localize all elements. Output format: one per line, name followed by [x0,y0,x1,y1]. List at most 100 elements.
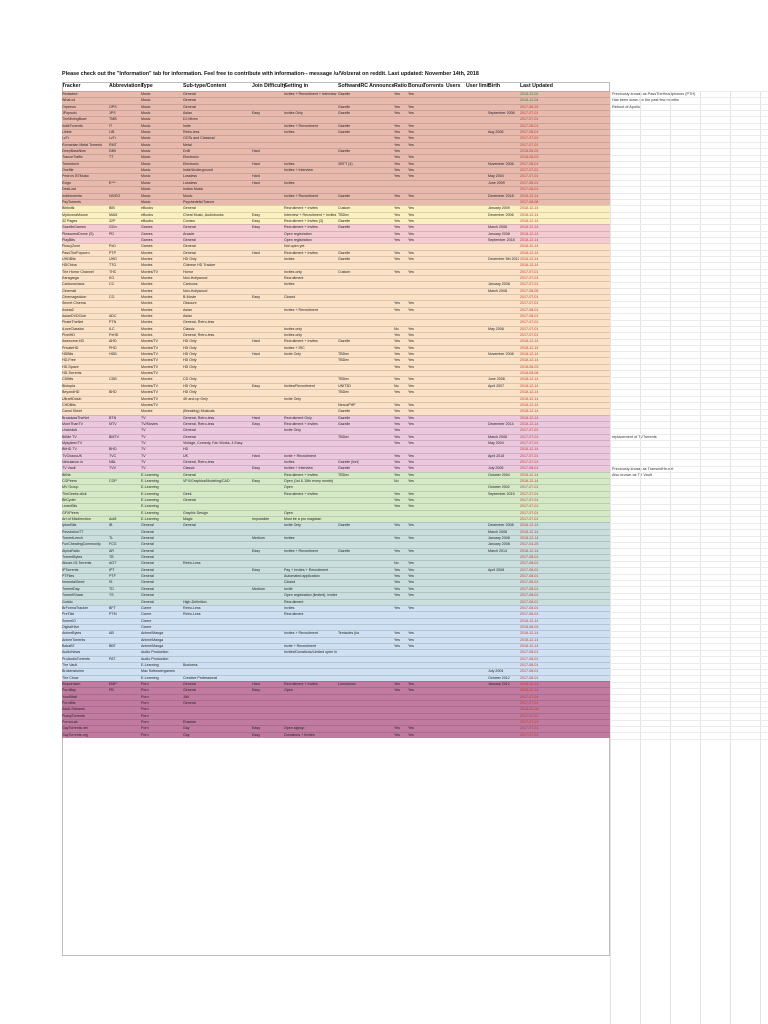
table-row[interactable]: DigitalHive Cizere 2018-08-03 [62,623,610,631]
table-row[interactable]: HDBits HDB Movies/TV HD Only Hard Invite Only… [62,351,610,358]
table-row[interactable]: Gutido General High-Definition Recruitment 2… [62,598,610,605]
table-row[interactable]: AnimeBytes AB Anime/Manga Invites + Recruit… [62,630,610,637]
table-row[interactable]: UHDBits UHD Movies HD Only Invites Gazelle Yes… [62,255,610,263]
table-row[interactable]: Exigo E*** Music Lossless Hard Invites June 20… [62,179,610,187]
table-row[interactable]: HDChina TTG Movies Chinese HD Tracker 2018-1… [62,262,610,269]
table-row[interactable]: The Horror Channel THC Movies/TV Horror Invi… [62,268,610,275]
table-row[interactable]: Romanian Metal Torrents RMT Music Metal Yes Y… [62,141,610,149]
table-row[interactable]: Libble LIB Music Retro-less Invites Gazelle Ye… [62,129,610,136]
table-row[interactable]: ProAudioTorrents PAT Audio Production 2017-… [62,655,610,662]
table-row[interactable]: YourBitsIt Porn JAV 2017-07-01 [62,693,610,700]
table-row[interactable]: Secret Cinema Movies Obscure Yes Yes 2017-07-… [62,300,610,307]
table-row[interactable]: LearnBits E-Learning Yes Yes 2017-07-01 [62,503,610,510]
table-row[interactable]: Redacted Music General Invites + Recruitmen… [62,91,610,98]
table-row[interactable]: PirateTheNet PTN Movies General, Retro-less… [62,319,610,326]
table-row[interactable]: AlphaRatio AR General Easy Invites + Recruit… [62,547,610,555]
table-row[interactable]: Abuse-Of-Torrents AOT General Retro-Less No Y… [62,560,610,567]
table-row[interactable]: IndieTorrents IT Music Indie Invites + Recru… [62,122,610,130]
table-row[interactable]: BitHD TV BHD TV HD 2018-12-14 [62,446,610,453]
table-row[interactable]: PornBay PB Porn General Easy Open Yes Yes 2018-1… [62,687,610,694]
table-row[interactable]: IptorrBits IB General General Invite Only Gaz… [62,522,610,529]
table-row[interactable]: BroadcasTheNet BTN TV General, Retro-less Ha… [62,414,610,421]
table-row[interactable]: MyspleenTV TV Vintage, Comedy, Fan Works, … [62,439,610,447]
table-row[interactable]: GayTorrents.net Porn Gay Easy Open signup Yes… [62,725,610,732]
table-row[interactable]: 32 Pages 32P eBooks Comics Easy Recruitment +… [62,217,610,225]
table-row[interactable]: PreTitle PTM Cizere Retro-Less Recruitment 20… [62,611,610,618]
table-row[interactable]: IPTorrents IPT General Easy Pay + Invites + … [62,566,610,574]
table-row[interactable]: PTFiles PTF General Automated application Ye… [62,573,610,580]
table-row[interactable]: TheMixingBowl TMB Music DJ Mixes 2017-07-01 [62,116,610,123]
table-row[interactable]: MV Group E-Learning Open October 2002 2017-0… [62,484,610,491]
table-row[interactable]: iLoveClassics ILC Movies Classic Invites onl… [62,325,610,333]
table-row[interactable]: HD-Torrents Movies/TV 2018-08-08 [62,370,610,377]
table-row[interactable]: TV Vault TVV TV Classic Easy Invites + Interv… [62,465,610,472]
table-row[interactable]: RevolutionTT General March 2008 2018-12-14 [62,528,610,536]
table-row[interactable]: Cinemalt Movies Non-Hollywood March 2008 201… [62,287,610,294]
table-row[interactable]: Pedro's BTMusic Music Lossless Hard Yes Yes Ma… [62,173,610,180]
table-row[interactable]: BitMe TV BMTV TV General TBDev Yes Yes March 20… [62,433,610,440]
table-row[interactable]: PiracyZone PxD Games General Not open yet 201… [62,243,610,250]
table-row[interactable]: PleasuredDome (S) PD Games Arcade Open regis… [62,230,610,237]
table-row[interactable]: PixelHD PxHD Movies General, Retro-less Invi… [62,332,610,339]
table-row[interactable]: Torrentech Music Electronic Hard Invites XBTT… [62,160,610,168]
table-row[interactable]: PussyTorrents Porn 2017-07-01 [62,712,610,720]
table-row[interactable]: Empornium EMP Porn General Hard Recruitment +… [62,680,610,688]
table-row[interactable]: Art of Misdirection AoM E-Learning Magic Imp… [62,516,610,523]
table-row[interactable]: MoreThanTV MTV TV/Movies General, Retro-les… [62,420,610,428]
table-row[interactable]: Orpheus OPS Music General Gazelle Yes Yes 2017-… [62,103,610,111]
table-row[interactable]: Adult-Streams Porn 2018-05-28 [62,706,610,713]
table-row[interactable]: Karagarga KG Movies Non-Hollywood Recruitmen… [62,274,610,282]
table-row[interactable]: ImmortalSeed IS General Closed Yes Yes 2017-08… [62,579,610,586]
table-row[interactable]: HD-Free Movies/TV HD Only TBDev Yes Yes 2018-1… [62,357,610,364]
table-row[interactable]: UltraHDclub Movies/TV 4K and up Only Invite… [62,395,610,402]
table-row[interactable]: Camd Sheet Movies (Breaking) Musicals Gazel… [62,408,610,415]
table-row[interactable]: DesiLost Music Indian Music 2017-08-01 [62,186,610,193]
table-row[interactable]: Nebulance.io NBL TV General, Retro-less Invi… [62,458,610,466]
table-row[interactable]: Brokenstones Mac Software/games July 2004 2… [62,668,610,675]
table-row[interactable]: TheGeeks.click E-Learning Geek Recruitment … [62,490,610,497]
table-row[interactable]: GFXPeers E-Learning Graphic Design Open 2017… [62,509,610,517]
table-row[interactable]: CHDBits Movies/TV NexusPHP Yes Yes 2018-12-14 [62,401,610,409]
table-row[interactable]: Indietorrents NIVEO Music Music Invites + Re… [62,192,610,199]
table-row[interactable]: ScenelO Cizere 2018-12-14 [62,617,610,624]
table-row[interactable]: DeepBassNine DB9 Music DnB Hard Gazelle Yes 201… [62,148,610,155]
table-row[interactable]: AvistaZ Movies Asian Invites + Recruitment Y… [62,306,610,314]
table-row[interactable]: TorrentBytes TB General 2017-08-01 [62,554,610,561]
table-row[interactable]: Uncledub TV General Invite Only Yes 2017-07-0… [62,427,610,434]
table-row[interactable]: BitCyder E-Learning General Yes Yes 2017-07-0… [62,497,610,504]
table-row[interactable]: AsianDVDClub ADC Movies Asian 2017-08-01 [62,313,610,320]
table-row[interactable]: PornoLab Porn Russian 2017-07-01 [62,719,610,726]
table-row[interactable]: What.cd Music General 2018-12-04 [62,97,610,104]
table-row[interactable]: PsyTorrents Music Psychedelic/Trance 2017-0… [62,198,610,206]
table-row[interactable]: The Chow E-Learning Creative Professional O… [62,674,610,681]
table-row[interactable]: PornBits Porn General 2017-07-01 [62,700,610,707]
table-row[interactable]: PlayBits Games General Open registration Yes… [62,236,610,244]
table-row[interactable]: BitNe E-Learning General Recruitment + Invi… [62,471,610,478]
table-row[interactable]: MyAnonaMouse MAM eBooks Cheat Music, Audiob… [62,211,610,218]
table-row[interactable]: Bibliotik BIB eBooks General Recruitment + I… [62,205,610,212]
table-row[interactable]: BeyondHD BHD Movies/TV HD Only TBDev Yes Yes 20… [62,389,610,396]
table-row[interactable]: CGPeers CGP E-Learning VFX/Graphics/Modelin… [62,477,610,485]
table-row[interactable]: TVChaosUK TVC TV UK Hard Invite + Recruitment… [62,452,610,459]
table-row[interactable]: PassThePopcorn PTP Movies General Hard Recrui… [62,249,610,256]
table-row[interactable]: TorrentDay TD General Medium Invite Yes Yes 201… [62,585,610,593]
table-row[interactable]: TranceTraffic TT Music Electronic Yes Yes 2018… [62,154,610,161]
table-row[interactable]: BakaBT BBT Anime/Manga Invite + Recruitment… [62,642,610,650]
table-row[interactable]: GayTorrents.org Porn Gay Easy Donations + In… [62,731,610,739]
table-row[interactable]: TorrentShack TS General Open registration (… [62,592,610,599]
table-row[interactable]: Blutopia Movies/TV HD Only Easy Invites/Recr… [62,382,610,390]
table-row[interactable]: PrivateHD PHD Movies/TV HD Only Invites + IR… [62,344,610,352]
table-row[interactable]: Oneffie Music Indie/Underground Invites + I… [62,167,610,174]
table-row[interactable]: The Vault E-Learning Business 2017-08-01 [62,661,610,669]
table-row[interactable]: Awesome-HD AHD Movies/TV HD Only Hard Recruit… [62,338,610,345]
table-row[interactable]: TorrentLeech TL General Medium Invites Yes Yes… [62,535,610,542]
table-row[interactable]: CDBits CDB Movies CD Only TBDev Yes Yes June 20… [62,376,610,383]
table-row[interactable]: FunCheatingCommunity FCG General January 20… [62,541,610,548]
table-row[interactable]: GazelleGames GGn Games General Easy Recruitme… [62,224,610,231]
table-row[interactable]: AudioNews Audio Production Invites/Donatio… [62,649,610,656]
table-row[interactable]: AnimeTorrents Anime/Manga Yes Yes 2018-12-14 [62,636,610,643]
table-row[interactable]: LzTr LzTr Music OOTs and Classical Yes Yes 201… [62,135,610,142]
table-row[interactable]: JPopsuki JPS Music Asian Easy Invites Only Gaz… [62,110,610,117]
table-row[interactable]: Cinemageddon CG Movies B-Movie Easy Closed 201… [62,294,610,301]
table-row[interactable]: HD-Space Movies/TV HD Only Yes Yes 2018-08-03 [62,363,610,371]
